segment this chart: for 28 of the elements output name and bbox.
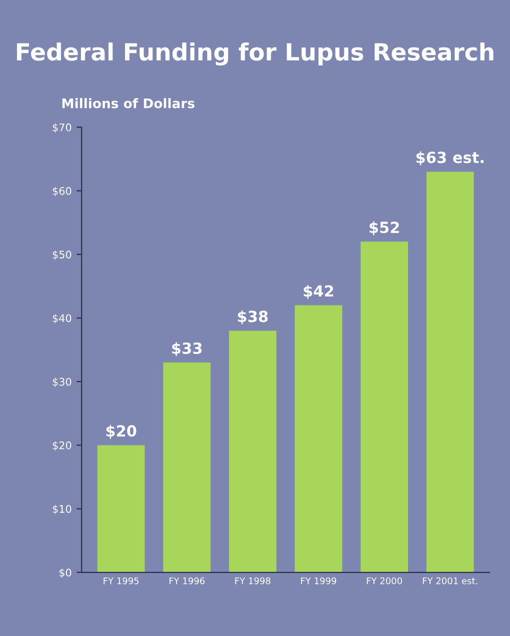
data-label: $33 xyxy=(172,342,202,356)
x-tick-label: FY 2001 est. xyxy=(422,577,478,584)
x-tick-label: FY 2000 xyxy=(366,577,402,584)
x-tick-label: FY 1999 xyxy=(301,577,336,584)
data-label: $42 xyxy=(304,284,334,299)
data-label: $20 xyxy=(106,424,136,439)
y-tick-label: $70 xyxy=(52,123,72,133)
bar xyxy=(97,445,145,572)
y-tick-label: $0 xyxy=(59,568,72,578)
y-tick-label: $30 xyxy=(52,378,72,388)
x-tick-label: FY 1998 xyxy=(235,577,270,584)
chart-title: Federal Funding for Lupus Research xyxy=(17,42,494,66)
bar xyxy=(360,242,408,572)
bar xyxy=(426,172,474,572)
x-tick-label: FY 1995 xyxy=(104,577,139,584)
y-tick-label: $10 xyxy=(52,504,72,514)
y-tick-label: $20 xyxy=(52,441,72,451)
data-label: $38 xyxy=(238,310,268,324)
x-tick-label: FY 1996 xyxy=(170,577,205,584)
bar xyxy=(163,362,211,572)
data-label: $63 est. xyxy=(416,151,484,166)
y-tick-label: $50 xyxy=(52,250,72,260)
y-axis-title: Millions of Dollars xyxy=(62,98,194,108)
bar xyxy=(294,305,342,572)
bar xyxy=(229,330,276,572)
data-label: $52 xyxy=(370,221,399,236)
y-tick-label: $40 xyxy=(52,314,72,324)
y-tick-label: $60 xyxy=(52,186,72,196)
